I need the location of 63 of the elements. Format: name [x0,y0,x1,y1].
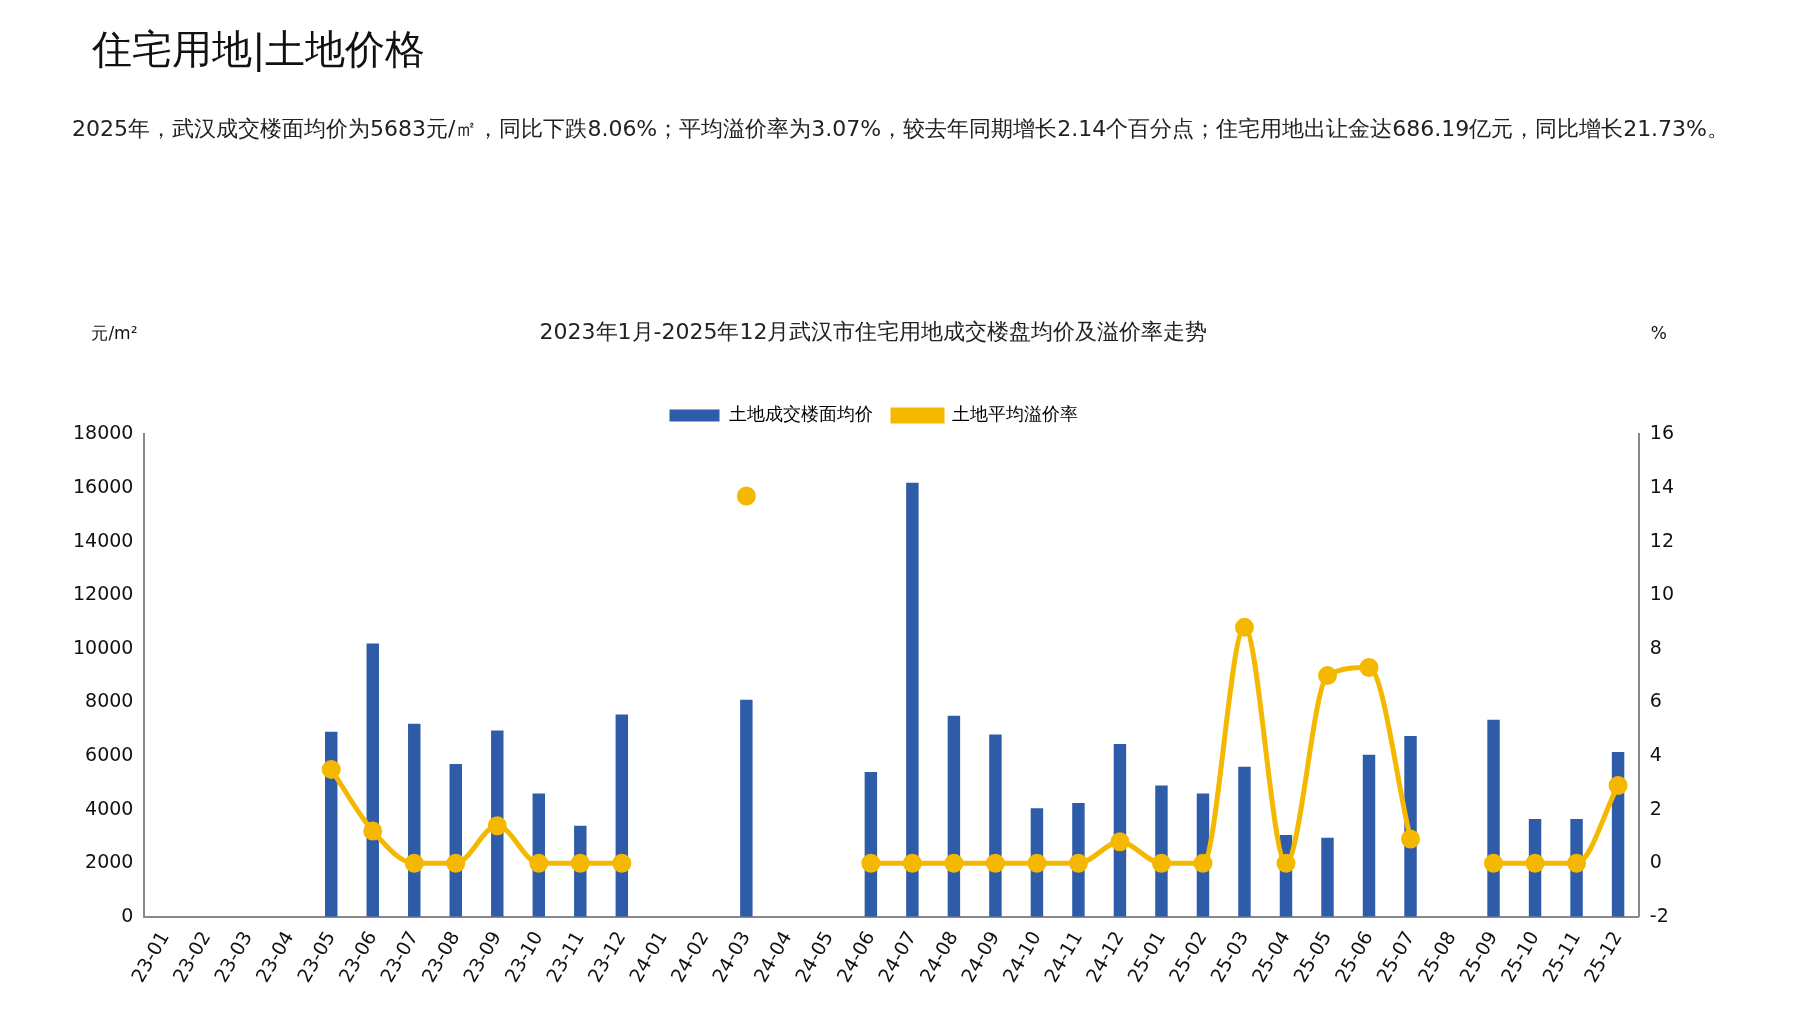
point [1151,853,1171,873]
bar [491,730,504,917]
point [944,853,964,873]
chart-title: 2023年1月-2025年12月武汉市住宅用地成交楼盘均价及溢价率走势 [539,318,1208,344]
point [985,853,1005,873]
bar [1321,837,1334,917]
point [321,759,341,779]
point [1608,775,1628,795]
point [1401,829,1421,849]
point [1068,853,1088,873]
y-tick-label: 10000 [72,635,134,658]
point [902,853,922,873]
point [1484,853,1504,873]
y2-axis-title: % [1650,323,1667,344]
point [363,821,383,841]
y-tick-label: 12000 [72,582,134,605]
y2-tick-label: 14 [1649,474,1675,497]
point [736,486,756,506]
point [1359,658,1379,678]
y2-tick-label: 4 [1649,742,1662,765]
point [612,853,632,873]
bar [740,699,753,917]
bar [366,643,379,917]
y2-tick-label: -2 [1649,903,1669,926]
y2-tick-label: 0 [1649,850,1662,873]
y2-tick-label: 10 [1649,582,1675,605]
text: 2025年，武汉成交楼面均价为5683元/㎡，同比下跌8.06%；平均溢价率为3.07%，较去年同期增长2.14个百分点；住宅用地出让金达686.19亿元，同比增长21.73%。 [72,115,1730,143]
y-tick-label: 6000 [85,742,134,765]
y-axis-title: 元/m² [91,323,138,344]
y2-tick-label: 2 [1649,796,1662,819]
y-tick-label: 18000 [72,421,134,444]
y-tick-label: 14000 [72,528,134,551]
bar [1362,754,1376,917]
point [1027,853,1047,873]
y-tick-label: 4000 [85,796,134,819]
point [1193,853,1213,873]
text: 住宅用地|土地价格 [92,25,426,74]
point [529,853,549,873]
point [1567,853,1587,873]
point [1110,832,1130,852]
point [1317,666,1337,686]
point [1234,617,1254,637]
y2-tick-label: 16 [1649,421,1675,444]
legend-label: 土地成交楼面均价 [728,403,873,425]
y-tick-label: 2000 [85,850,134,873]
bar [989,734,1002,917]
point [1276,853,1296,873]
point [861,853,881,873]
point [1525,853,1545,873]
y-tick-label: 8000 [85,689,134,712]
point [446,853,466,873]
point [404,853,424,873]
y2-tick-label: 12 [1649,528,1675,551]
bar [906,482,919,917]
bar [1487,719,1500,917]
bar [1238,766,1251,917]
y-tick-label: 16000 [72,474,134,497]
y-tick-label: 0 [121,903,134,926]
y2-tick-label: 6 [1649,689,1662,712]
point [487,816,507,836]
point [570,853,590,873]
y2-tick-label: 8 [1649,635,1662,658]
legend-label: 土地平均溢价率 [951,403,1078,425]
